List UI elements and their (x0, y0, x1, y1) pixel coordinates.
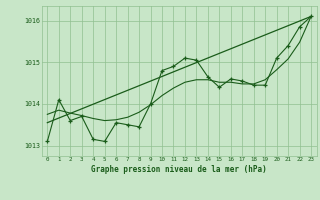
X-axis label: Graphe pression niveau de la mer (hPa): Graphe pression niveau de la mer (hPa) (91, 165, 267, 174)
